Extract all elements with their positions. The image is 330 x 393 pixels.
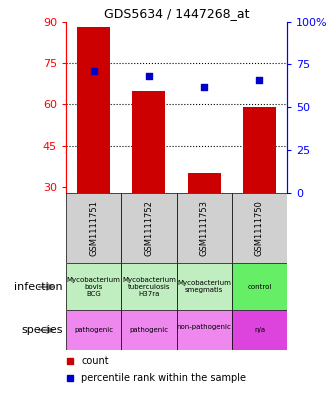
Text: species: species [21, 325, 63, 335]
Title: GDS5634 / 1447268_at: GDS5634 / 1447268_at [104, 7, 249, 20]
Text: control: control [247, 284, 272, 290]
Point [146, 73, 151, 79]
Bar [121, 310, 177, 350]
Bar [66, 193, 121, 263]
Text: Mycobacterium
tuberculosis
H37ra: Mycobacterium tuberculosis H37ra [122, 277, 176, 297]
Point [257, 77, 262, 83]
Bar [132, 90, 165, 270]
Text: infection: infection [14, 282, 63, 292]
Bar [121, 263, 177, 310]
Text: GSM1111752: GSM1111752 [145, 200, 153, 256]
Text: pathogenic: pathogenic [129, 327, 169, 333]
Bar [243, 107, 276, 270]
Bar [66, 263, 121, 310]
Text: Mycobacterium
bovis
BCG: Mycobacterium bovis BCG [67, 277, 120, 297]
Text: pathogenic: pathogenic [74, 327, 113, 333]
Point [202, 83, 207, 90]
Bar [77, 27, 110, 270]
Bar [121, 193, 177, 263]
Text: percentile rank within the sample: percentile rank within the sample [82, 373, 247, 383]
Bar [177, 310, 232, 350]
Text: count: count [82, 356, 109, 366]
Text: GSM1111753: GSM1111753 [200, 200, 209, 256]
Text: non-pathogenic: non-pathogenic [177, 323, 232, 337]
Bar [66, 310, 121, 350]
Bar [232, 263, 287, 310]
Bar [232, 310, 287, 350]
Bar [177, 193, 232, 263]
Bar [177, 263, 232, 310]
Text: GSM1111751: GSM1111751 [89, 200, 98, 256]
Text: Mycobacterium
smegmatis: Mycobacterium smegmatis [177, 280, 231, 294]
Point [91, 68, 96, 74]
Text: GSM1111750: GSM1111750 [255, 200, 264, 256]
Bar [232, 193, 287, 263]
Bar [187, 173, 221, 270]
Text: n/a: n/a [254, 327, 265, 333]
